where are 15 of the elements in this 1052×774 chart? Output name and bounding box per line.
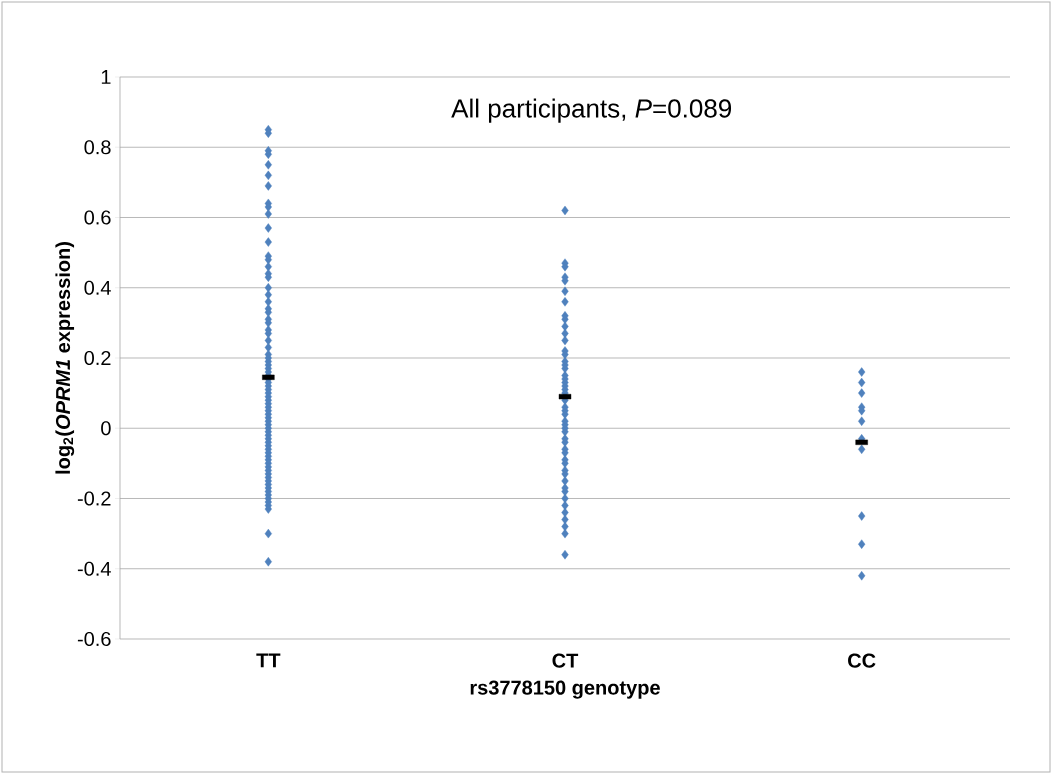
x-tick-label: TT	[256, 653, 281, 668]
y-tick-label: 1	[101, 70, 111, 84]
y-tick-label: 0.4	[84, 280, 111, 295]
y-tick-label: 0.8	[84, 140, 111, 155]
y-tick-label: -0.2	[77, 491, 111, 506]
x-axis-title: rs3778150 genotype	[470, 680, 660, 699]
y-tick-label: -0.4	[77, 561, 111, 576]
text: log$_{2}$(OPRM1 expression)	[55, 242, 75, 474]
x-tick-label: CT	[552, 653, 579, 668]
y-tick-label: 0.6	[84, 210, 111, 225]
y-tick-label: 0	[101, 421, 111, 436]
y-tick-label: -0.6	[77, 631, 111, 647]
y-tick-label: 0.2	[84, 350, 111, 366]
x-tick-label: CC	[848, 653, 876, 668]
annotation: All participants, P=0.089	[451, 98, 732, 123]
